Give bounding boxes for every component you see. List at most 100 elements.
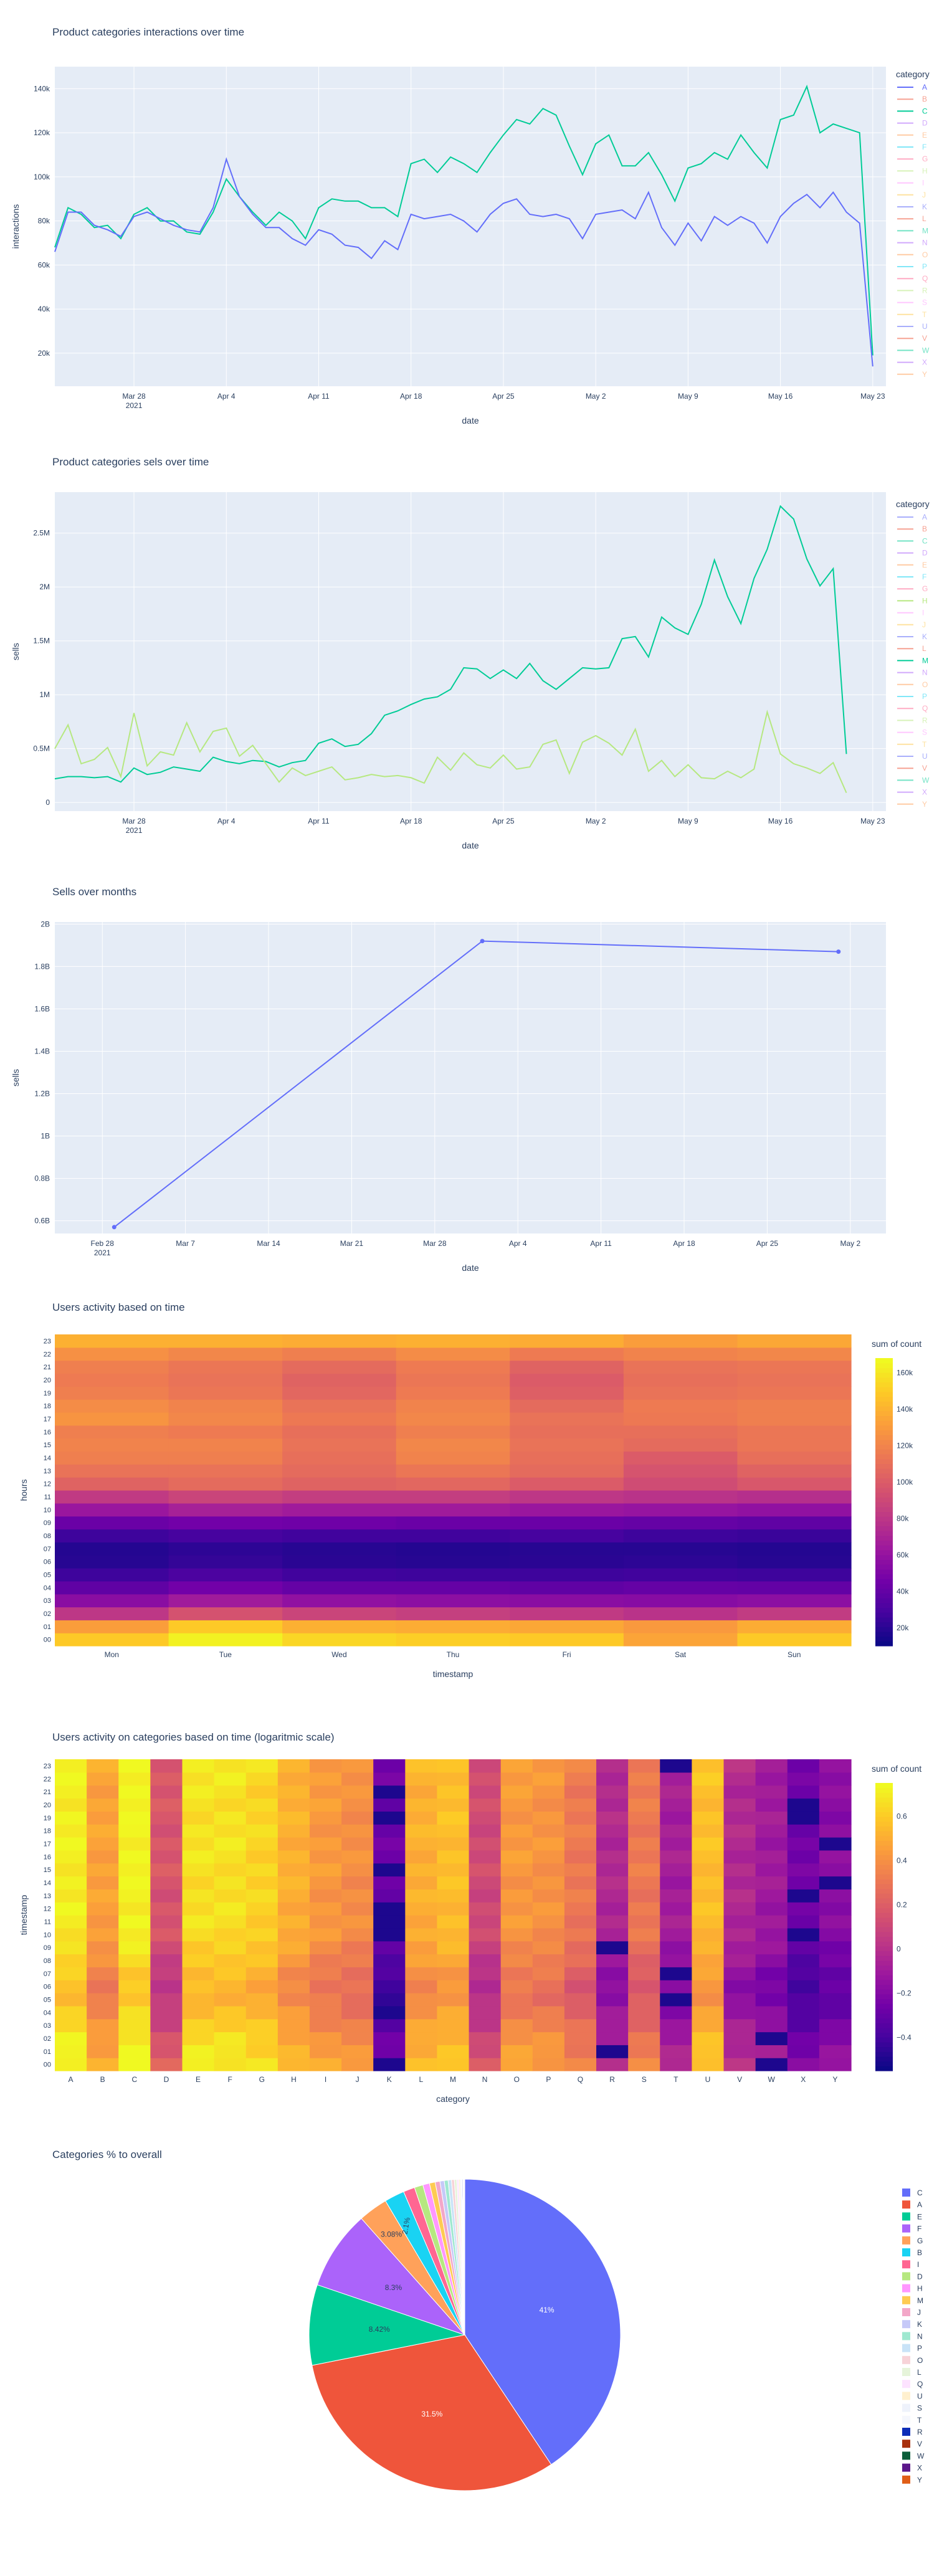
heatmap-cell (510, 1516, 624, 1529)
colorbar-segment (875, 1358, 893, 1363)
figure-activity-categories: Users activity on categories based on ti… (0, 1719, 952, 2149)
heatmap-cell (564, 1863, 597, 1876)
legend-swatch (902, 2272, 910, 2280)
heatmap-cell (660, 1863, 692, 1876)
heatmap-cell (724, 1772, 756, 1785)
colorbar-segment (875, 1454, 893, 1459)
heatmap-cell (437, 1902, 469, 1915)
x-tick-label: Apr 4 (509, 1239, 527, 1248)
heatmap-cell (724, 2006, 756, 2019)
colorbar-segment (875, 1507, 893, 1512)
heatmap-cell (596, 2045, 629, 2058)
heatmap-cell (501, 1811, 533, 1824)
heatmap-cell (564, 1902, 597, 1915)
heatmap-cell (373, 1772, 406, 1785)
colorbar-segment (875, 1874, 893, 1879)
heatmap-cell (405, 1759, 437, 1772)
y-tick-label: 07 (44, 1970, 51, 1978)
heatmap-cell (373, 1941, 406, 1954)
heatmap-cell (282, 1334, 396, 1347)
heatmap-cell (373, 1824, 406, 1837)
legend-item-e: E (922, 131, 927, 140)
heatmap-cell (282, 1374, 396, 1387)
heatmap-cell (341, 1915, 374, 1928)
heatmap-cell (510, 1568, 624, 1581)
heatmap-cell (341, 1785, 374, 1799)
heatmap-cell (182, 2045, 214, 2058)
heatmap-cell (214, 1980, 247, 1993)
legend-item-u: U (917, 2392, 923, 2400)
heatmap-cell (118, 1772, 151, 1785)
heatmap-cell (788, 1980, 820, 1993)
legend-item-x: X (922, 358, 927, 367)
legend-swatch (902, 2284, 910, 2293)
colorbar-segment (875, 1822, 893, 1827)
legend-swatch (902, 2320, 910, 2328)
colorbar-segment (875, 1617, 893, 1622)
heatmap-cell (692, 2058, 724, 2071)
heatmap-cell (501, 1915, 533, 1928)
heatmap-cell (405, 1928, 437, 1941)
heatmap-cell (373, 2032, 406, 2045)
legend-item-e: E (917, 2212, 922, 2221)
heatmap-cell (624, 1529, 738, 1542)
heatmap-cell (756, 1799, 788, 1812)
heatmap-cell (169, 1464, 283, 1477)
heatmap-cell (55, 1889, 87, 1902)
heatmap-cell (373, 2058, 406, 2071)
colorbar-segment (875, 1463, 893, 1468)
heatmap-cell (724, 1967, 756, 1980)
heatmap-cell (396, 1425, 510, 1438)
x-tick-label: May 2 (586, 392, 606, 401)
heatmap-cell (396, 1464, 510, 1477)
colorbar-segment (875, 1860, 893, 1865)
heatmap-cell (373, 1811, 406, 1824)
heatmap-cell (788, 1785, 820, 1799)
y-tick-label: 16 (44, 1428, 51, 1436)
heatmap-cell (246, 1785, 278, 1799)
legend-item-e: E (922, 561, 927, 569)
x-tick-label: H (291, 2075, 297, 2084)
heatmap-cell (55, 2006, 87, 2019)
x-tick-year: 2021 (94, 1248, 111, 1257)
heatmap-cell (341, 1837, 374, 1850)
legend-swatch (902, 2416, 910, 2424)
chart-title: Sells over months (52, 886, 136, 898)
heatmap-cell (310, 1928, 342, 1941)
heatmap-cell (118, 1863, 151, 1876)
heatmap-cell (660, 1889, 692, 1902)
legend-swatch (902, 2344, 910, 2352)
heatmap-cell (533, 1902, 565, 1915)
heatmap-cell (469, 2032, 502, 2045)
colorbar-segment (875, 1603, 893, 1608)
heatmap-cell (624, 1399, 738, 1412)
colorbar-tick-label: 20k (897, 1623, 909, 1632)
legend-item-a: A (922, 513, 927, 521)
heatmap-cell (310, 1941, 342, 1954)
heatmap-cell (55, 1399, 169, 1412)
colorbar-segment (875, 1363, 893, 1368)
heatmap-cell (737, 1594, 851, 1607)
colorbar-segment (875, 1989, 893, 1994)
y-tick-label: 09 (44, 1519, 51, 1527)
y-tick-label: 0.8B (34, 1174, 50, 1183)
heatmap-cell (150, 1928, 183, 1941)
heatmap-cell (118, 1799, 151, 1812)
heatmap-cell (87, 2019, 119, 2032)
heatmap-cell (214, 2006, 247, 2019)
heatmap-cell (724, 2032, 756, 2045)
y-tick-label: 14 (44, 1455, 51, 1462)
legend-item-f: F (922, 573, 926, 581)
heatmap-cell (596, 1837, 629, 1850)
heatmap-cell (501, 2058, 533, 2071)
heatmap-cell (756, 1889, 788, 1902)
y-tick-label: 16 (44, 1853, 51, 1861)
heatmap-cell (737, 1464, 851, 1477)
heatmap-cell (396, 1374, 510, 1387)
heatmap-cell (87, 1902, 119, 1915)
legend-item-h: H (922, 166, 928, 175)
heatmap-cell (819, 1850, 852, 1863)
heatmap-cell (501, 1824, 533, 1837)
colorbar-segment (875, 1913, 893, 1918)
heatmap-cell (469, 1799, 502, 1812)
